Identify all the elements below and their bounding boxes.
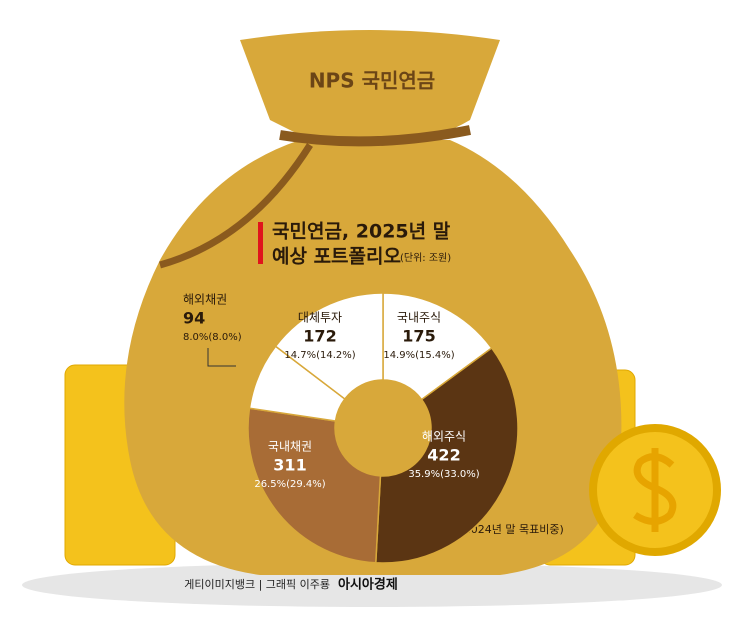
donut-hole xyxy=(335,380,431,476)
dollar-sign xyxy=(633,448,677,532)
bag-top xyxy=(240,30,500,150)
chart-title: 국민연금, 2025년 말 xyxy=(272,221,451,243)
value-label: 94 xyxy=(183,309,205,328)
logo: NPS 국민연금 xyxy=(309,69,435,93)
value-label: 175 xyxy=(402,327,435,346)
value-label: 422 xyxy=(427,446,460,465)
bag-rope xyxy=(279,125,471,147)
percent-label: 14.9%(15.4%) xyxy=(383,350,454,361)
value-label: 172 xyxy=(303,327,336,346)
chart-subtitle: 예상 포트폴리오 xyxy=(272,246,401,268)
category-label: 해외주식 xyxy=(422,430,466,444)
category-label: 국내주식 xyxy=(397,311,441,325)
percent-label: 35.9%(33.0%) xyxy=(408,469,479,480)
percent-label: 14.7%(14.2%) xyxy=(284,350,355,361)
bag-string xyxy=(159,143,313,269)
category-label: 국내채권 xyxy=(268,440,312,454)
category-label: 대체투자 xyxy=(298,311,342,325)
unit: (단위: 조원) xyxy=(400,251,451,264)
category-label: 해외채권 xyxy=(183,293,227,307)
brand: 아시아경제 xyxy=(338,577,398,593)
credit: 게티이미지뱅크 | 그래픽 이주룡 xyxy=(184,578,330,591)
leader-line xyxy=(207,348,236,367)
title-bar xyxy=(258,222,263,264)
floor-shadow xyxy=(22,563,722,607)
value-label: 311 xyxy=(273,456,306,475)
percent-label: 8.0%(8.0%) xyxy=(183,332,242,343)
percent-label: 26.5%(29.4%) xyxy=(254,479,325,490)
